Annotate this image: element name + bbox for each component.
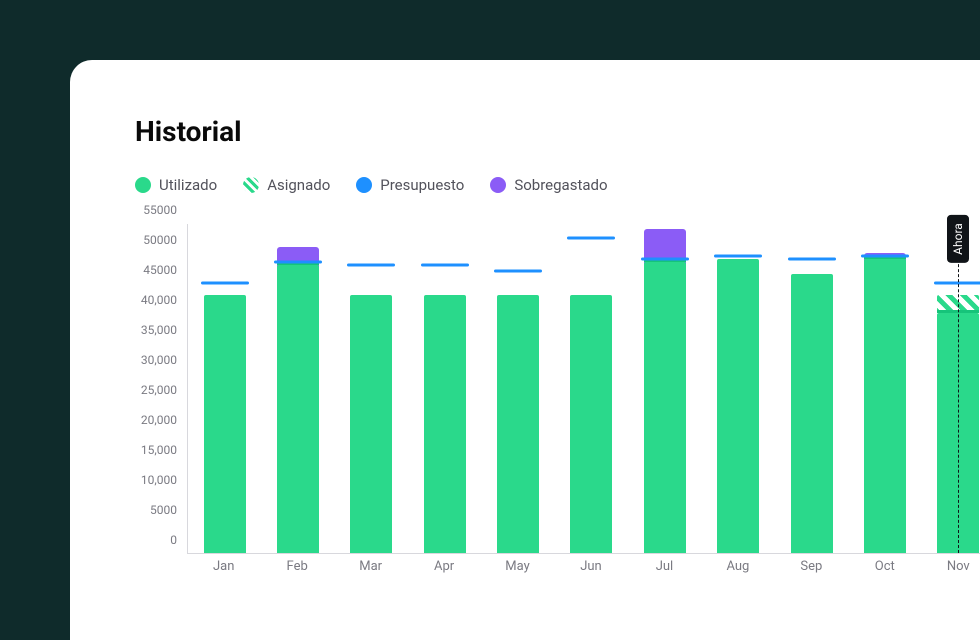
y-tick-label: 50000 (143, 233, 177, 247)
y-tick-label: 25,000 (141, 383, 177, 397)
budget-marker (934, 282, 980, 285)
bar-utilizado (864, 259, 906, 553)
x-tick-label: May (481, 559, 554, 574)
chart-card: Historial Utilizado Asignado Presupuesto… (70, 60, 980, 640)
bar-column (628, 224, 701, 553)
bar-utilizado (791, 274, 833, 553)
budget-marker (788, 258, 836, 261)
now-marker-line (958, 224, 959, 553)
plot-area: Ahora (187, 224, 980, 554)
budget-marker (347, 264, 395, 267)
bar-utilizado (350, 295, 392, 553)
bar-utilizado (204, 295, 246, 553)
chart-title: Historial (135, 115, 980, 148)
budget-marker (567, 237, 615, 240)
y-tick-label: 45000 (143, 263, 177, 277)
bar-utilizado (424, 295, 466, 553)
y-tick-label: 30,000 (141, 353, 177, 367)
y-tick-label: 40,000 (141, 293, 177, 307)
x-tick-label: Jul (628, 559, 701, 574)
y-tick-label: 15,000 (141, 443, 177, 457)
budget-marker (861, 255, 909, 258)
legend-label: Sobregastado (514, 176, 607, 194)
x-tick-label: Oct (848, 559, 921, 574)
bar-column: Ahora (922, 224, 980, 553)
budget-marker (421, 264, 469, 267)
x-tick-label: Apr (407, 559, 480, 574)
bar-utilizado (717, 259, 759, 553)
y-axis: 0 5000 10,000 15,000 20,000 25,000 30,000 35,00… (135, 224, 183, 554)
legend-label: Presupuesto (380, 176, 464, 194)
y-tick-label: 55000 (143, 203, 177, 217)
y-tick-label: 35,000 (141, 323, 177, 337)
legend-item-presupuesto: Presupuesto (356, 176, 464, 194)
swatch-sobregastado (490, 177, 506, 193)
y-tick-label: 10,000 (141, 473, 177, 487)
budget-marker (201, 282, 249, 285)
x-tick-label: Aug (701, 559, 774, 574)
bar-utilizado (644, 262, 686, 553)
bar-column (702, 224, 775, 553)
x-tick-label: Jun (554, 559, 627, 574)
bar-utilizado (570, 295, 612, 553)
swatch-asignado (243, 177, 259, 193)
budget-marker (494, 270, 542, 273)
budget-marker (714, 255, 762, 258)
y-tick-label: 20,000 (141, 413, 177, 427)
bar-column (335, 224, 408, 553)
y-tick-label: 5000 (150, 503, 177, 517)
bar-utilizado (497, 295, 539, 553)
bar-column (848, 224, 921, 553)
legend-label: Asignado (267, 176, 330, 194)
legend: Utilizado Asignado Presupuesto Sobregast… (135, 176, 980, 194)
bar-utilizado (277, 265, 319, 553)
bar-column (555, 224, 628, 553)
legend-item-sobregastado: Sobregastado (490, 176, 607, 194)
bar-column (775, 224, 848, 553)
swatch-presupuesto (356, 177, 372, 193)
legend-item-asignado: Asignado (243, 176, 330, 194)
x-tick-label: Mar (334, 559, 407, 574)
chart-area: 0 5000 10,000 15,000 20,000 25,000 30,000 35,00… (135, 224, 980, 584)
x-tick-label: Sep (775, 559, 848, 574)
x-axis: JanFebMarAprMayJunJulAugSepOctNov (187, 559, 980, 574)
budget-marker (274, 261, 322, 264)
legend-item-utilizado: Utilizado (135, 176, 217, 194)
bar-columns: Ahora (188, 224, 980, 553)
y-tick-label: 0 (170, 533, 177, 547)
budget-marker (641, 258, 689, 261)
bar-column (261, 224, 334, 553)
bar-column (408, 224, 481, 553)
bar-column (481, 224, 554, 553)
swatch-utilizado (135, 177, 151, 193)
x-tick-label: Nov (922, 559, 980, 574)
x-tick-label: Jan (187, 559, 260, 574)
x-tick-label: Feb (260, 559, 333, 574)
bar-column (188, 224, 261, 553)
legend-label: Utilizado (159, 176, 217, 194)
now-marker-label: Ahora (947, 215, 969, 263)
